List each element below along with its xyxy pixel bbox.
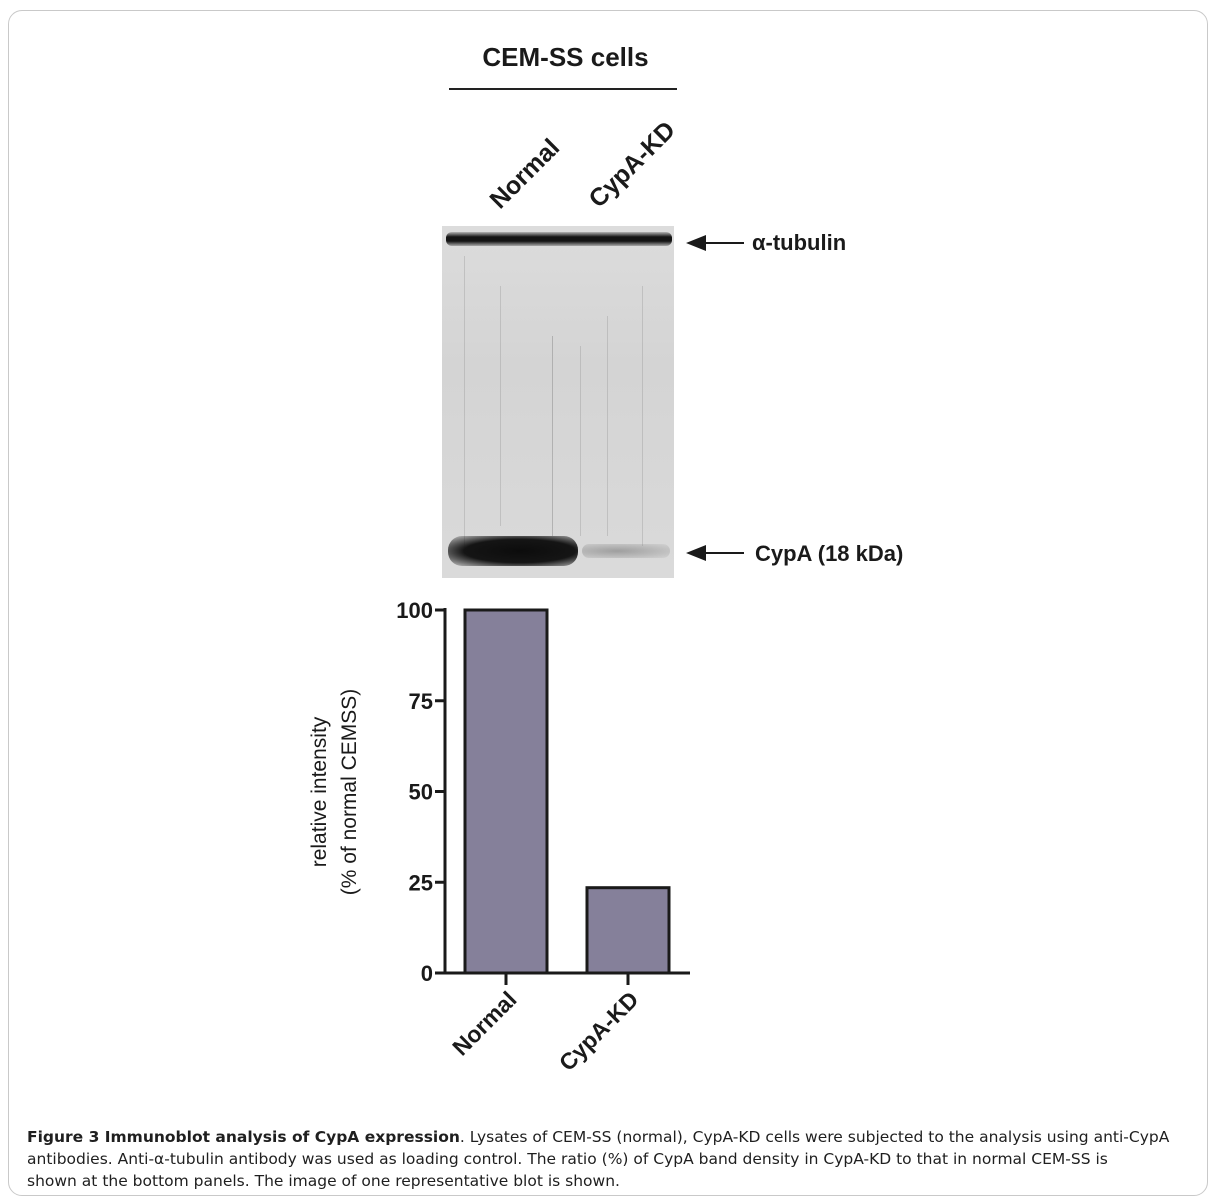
cypa-label: CypA (18 kDa) bbox=[755, 541, 904, 566]
figure-caption: Figure 3 Immunoblot analysis of CypA exp… bbox=[27, 1126, 1197, 1192]
cypa-band-normal bbox=[448, 536, 578, 566]
cypa-band-knockdown bbox=[582, 544, 670, 558]
bar-cypa-kd bbox=[585, 886, 671, 975]
caption-title: Figure 3 Immunoblot analysis of CypA exp… bbox=[27, 1128, 460, 1146]
x-tick-label-normal: Normal bbox=[447, 986, 521, 1060]
caption-line-2: antibodies. Anti-α-tubulin antibody was … bbox=[27, 1150, 1108, 1168]
y-tick-label: 50 bbox=[409, 780, 433, 805]
caption-line-3: shown at the bottom panels. The image of… bbox=[27, 1172, 620, 1190]
cell-line-title: CEM-SS cells bbox=[482, 42, 649, 72]
y-axis-label-line1: relative intensity bbox=[308, 716, 331, 867]
figure-frame bbox=[8, 10, 1208, 1196]
arrow-tubulin bbox=[686, 235, 744, 251]
tubulin-band bbox=[446, 232, 672, 246]
caption-line-1: . Lysates of CEM-SS (normal), CypA-KD ce… bbox=[459, 1128, 1170, 1146]
bar-normal bbox=[463, 608, 549, 975]
y-axis-label-line2: (% of normal CEMSS) bbox=[338, 689, 361, 896]
y-tick-label: 75 bbox=[409, 689, 433, 714]
arrow-cypa bbox=[686, 545, 744, 561]
y-tick-label: 25 bbox=[409, 870, 433, 895]
tubulin-label: α-tubulin bbox=[752, 230, 847, 255]
x-tick-label-cypa-kd: CypA-KD bbox=[554, 986, 644, 1076]
title-underline bbox=[449, 88, 677, 90]
western-blot-image bbox=[442, 226, 674, 578]
y-tick-label: 100 bbox=[396, 598, 433, 623]
y-tick-label: 0 bbox=[421, 961, 433, 986]
